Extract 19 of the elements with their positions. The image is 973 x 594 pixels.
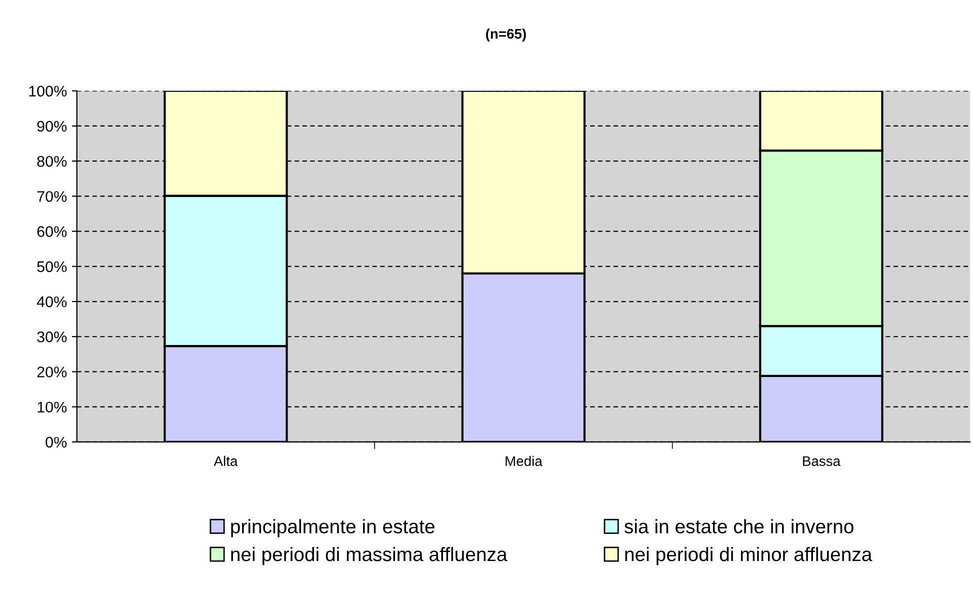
x-tick-label: Media <box>506 456 542 466</box>
chart-title: (n=65) <box>486 28 526 42</box>
y-tick-label: 100% <box>29 86 67 97</box>
y-tick-label: 80% <box>37 156 67 167</box>
y-tick-label: 50% <box>37 261 67 272</box>
x-tick-label: Alta <box>214 456 238 466</box>
legend-label: nei periodi di massima affluenza <box>231 546 508 566</box>
legend-label: sia in estate che in inverno <box>624 519 854 534</box>
y-tick-label: 20% <box>37 366 67 378</box>
y-tick-label: 0% <box>46 436 67 448</box>
y-tick-label: 90% <box>37 120 67 132</box>
x-tick-label: Bassa <box>803 456 841 466</box>
y-tick-label: 30% <box>37 331 67 342</box>
y-tick-label: 60% <box>37 226 67 237</box>
legend-label: principalmente in estate <box>231 519 434 538</box>
y-tick-label: 70% <box>37 191 67 202</box>
legend-label: nei periodi di minor affluenza <box>625 546 872 566</box>
y-tick-label: 10% <box>38 402 67 413</box>
y-tick-label: 40% <box>36 296 67 308</box>
